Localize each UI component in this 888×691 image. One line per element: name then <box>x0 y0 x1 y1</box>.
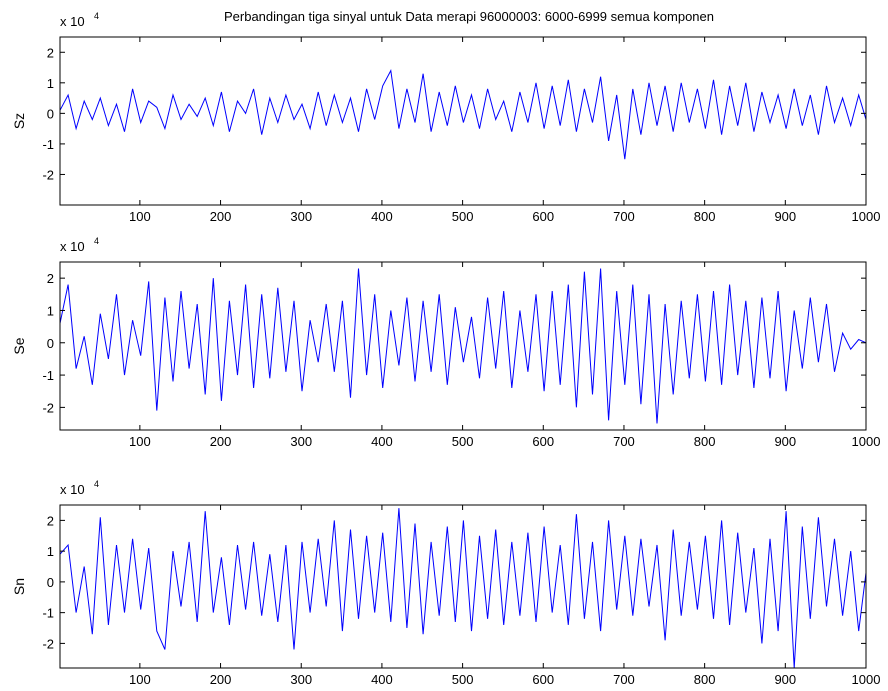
panel-sn: 100 200 300 400 500 600 700 800 900 1000 -2 -1 0 1 2 Sn… <box>11 479 880 687</box>
y-multiplier: x 10 <box>60 239 85 254</box>
x-tick-label: 700 <box>613 672 635 687</box>
x-tick-label: 800 <box>694 209 716 224</box>
x-tick-label: 300 <box>290 434 312 449</box>
x-tick-label: 500 <box>452 209 474 224</box>
panel-se: 100 200 300 400 500 600 700 800 900 1000 -2 -1 0 1 2 Se… <box>11 236 880 449</box>
x-tick-label: 400 <box>371 672 393 687</box>
x-tick-label: 600 <box>532 209 554 224</box>
figure-title: Perbandingan tiga sinyal untuk Data mera… <box>224 9 714 24</box>
y-multiplier-exponent: 4 <box>94 11 99 21</box>
y-multiplier-exponent: 4 <box>94 236 99 246</box>
x-tick-label: 300 <box>290 672 312 687</box>
signal-line-sz <box>59 68 867 160</box>
x-tick-label: 500 <box>452 434 474 449</box>
x-tick-label: 900 <box>774 672 796 687</box>
x-tick-label: 900 <box>774 209 796 224</box>
x-tick-label: 200 <box>210 672 232 687</box>
y-axis-label: Sn <box>11 578 27 595</box>
y-axis-label: Se <box>11 337 27 354</box>
x-tick-label: 1000 <box>852 434 881 449</box>
y-tick-label: 0 <box>47 336 54 351</box>
y-tick-label: -2 <box>42 400 54 415</box>
y-tick-label: -1 <box>42 137 54 152</box>
signal-line-sn <box>59 508 867 669</box>
y-tick-label: 0 <box>47 106 54 121</box>
x-tick-label: 100 <box>129 672 151 687</box>
y-multiplier: x 10 <box>60 14 85 29</box>
x-tick-label: 700 <box>613 209 635 224</box>
x-tick-label: 500 <box>452 672 474 687</box>
x-tick-label: 300 <box>290 209 312 224</box>
y-tick-label: 0 <box>47 575 54 590</box>
x-tick-label: 900 <box>774 434 796 449</box>
x-tick-label: 400 <box>371 434 393 449</box>
y-multiplier-exponent: 4 <box>94 479 99 489</box>
x-tick-label: 800 <box>694 434 716 449</box>
y-axis-label: Sz <box>11 113 27 129</box>
y-tick-label: 2 <box>47 271 54 286</box>
x-tick-label: 600 <box>532 434 554 449</box>
x-tick-label: 800 <box>694 672 716 687</box>
signal-line-se <box>59 268 867 424</box>
x-tick-label: 100 <box>129 434 151 449</box>
x-tick-label: 100 <box>129 209 151 224</box>
y-tick-label: 1 <box>47 303 54 318</box>
y-tick-label: -1 <box>42 606 54 621</box>
y-multiplier: x 10 <box>60 482 85 497</box>
y-tick-label: 2 <box>47 45 54 60</box>
x-tick-label: 600 <box>532 672 554 687</box>
panel-sz: 100 200 300 400 500 600 700 800 900 1000 -2 -1 0 1 2 Sz… <box>11 11 880 224</box>
axes-box <box>59 261 867 431</box>
x-tick-label: 700 <box>613 434 635 449</box>
x-tick-label: 1000 <box>852 209 881 224</box>
x-tick-label: 200 <box>210 434 232 449</box>
x-tick-label: 1000 <box>852 672 881 687</box>
y-tick-label: -2 <box>42 167 54 182</box>
y-tick-label: 1 <box>47 76 54 91</box>
y-tick-label: -1 <box>42 368 54 383</box>
x-tick-label: 400 <box>371 209 393 224</box>
x-tick-label: 200 <box>210 209 232 224</box>
y-tick-label: 1 <box>47 544 54 559</box>
y-tick-label: -2 <box>42 636 54 651</box>
y-tick-label: 2 <box>47 513 54 528</box>
